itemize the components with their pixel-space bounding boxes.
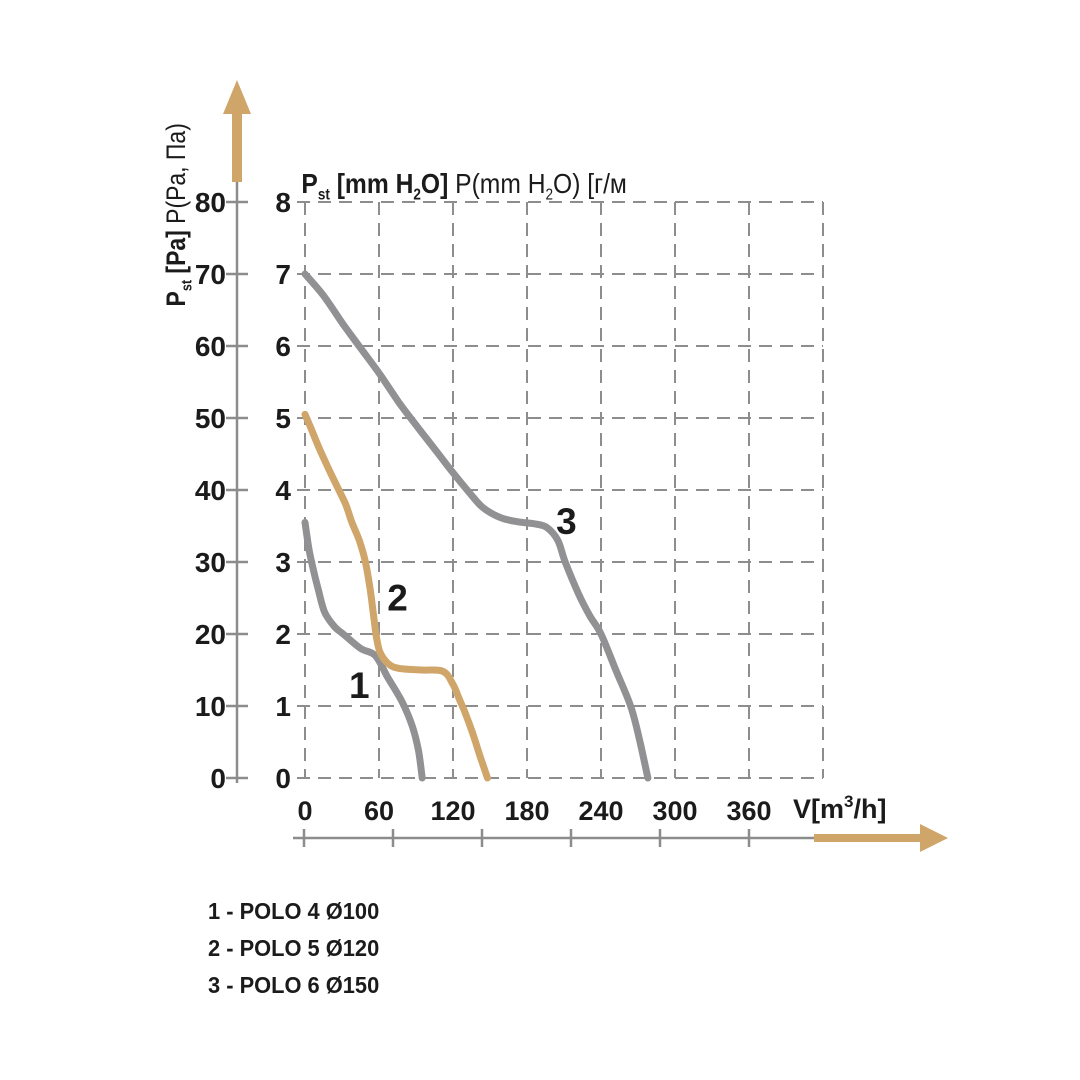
flow-tick-label: 0 [297,796,312,826]
pa-tick-label: 50 [195,403,226,434]
flow-tick-label: 360 [726,796,771,826]
pa-tick-label: 20 [195,619,226,650]
title-regular-subscript: 2 [545,186,554,204]
curve-number-label: 2 [387,577,408,618]
chart-title: Pst [mm H2O] P(mm H2O) [г/м [274,136,627,232]
flow-tick-label: 120 [430,796,475,826]
mm-tick-label: 2 [275,619,291,650]
pa-tick-label: 10 [195,691,226,722]
mm-tick-label: 0 [275,763,291,794]
curve-number-label: 3 [556,501,577,542]
pressure-axis-arrow-shaft [232,104,242,182]
pa-tick-label: 0 [210,763,226,794]
flow-tick-label: 300 [652,796,697,826]
mm-tick-label: 1 [275,691,291,722]
pa-tick-label: 60 [195,331,226,362]
curve-polo-6-150 [301,270,652,782]
flow-tick-label: 180 [504,796,549,826]
curve-polo-4-100 [301,518,426,782]
pa-tick-label: 80 [195,187,226,218]
mm-tick-label: 4 [275,475,291,506]
title-p: P [301,168,318,199]
mm-tick-label: 6 [275,331,291,362]
pa-tick-label: 70 [195,259,226,290]
flow-tick-label: 240 [578,796,623,826]
pa-tick-label: 40 [195,475,226,506]
title-regular: P(mm H [455,168,546,199]
title-regular-close: O) [г/м [553,168,627,199]
flow-tick-label: 60 [364,796,394,826]
legend-item-polo-4: 1 - POLO 4 Ø100 [208,898,380,924]
legend-item-polo-6: 3 - POLO 6 Ø150 [208,972,380,998]
flow-axis-arrow-shaft [814,834,924,842]
pa-tick-label: 30 [195,547,226,578]
legend: 1 - POLO 4 Ø100 2 - POLO 5 Ø120 3 - POLO… [208,893,379,1004]
title-bold-close: O] [420,168,456,199]
curve-number-label: 1 [349,665,370,706]
mm-tick-label: 5 [275,403,291,434]
title-p-subscript: st [317,186,330,204]
curve-polo-5-120 [301,410,491,782]
flow-unit-label: V[m3/h] [793,792,886,824]
flow-axis-arrow-head [920,824,948,852]
mm-tick-label: 8 [275,187,291,218]
title-bold-subscript: 2 [413,186,421,204]
pressure-axis-arrow-head [223,80,251,114]
mm-tick-label: 7 [275,259,291,290]
mm-tick-label: 3 [275,547,291,578]
title-bold-unit: [mm H [329,168,414,199]
legend-item-polo-5: 2 - POLO 5 Ø120 [208,935,380,961]
